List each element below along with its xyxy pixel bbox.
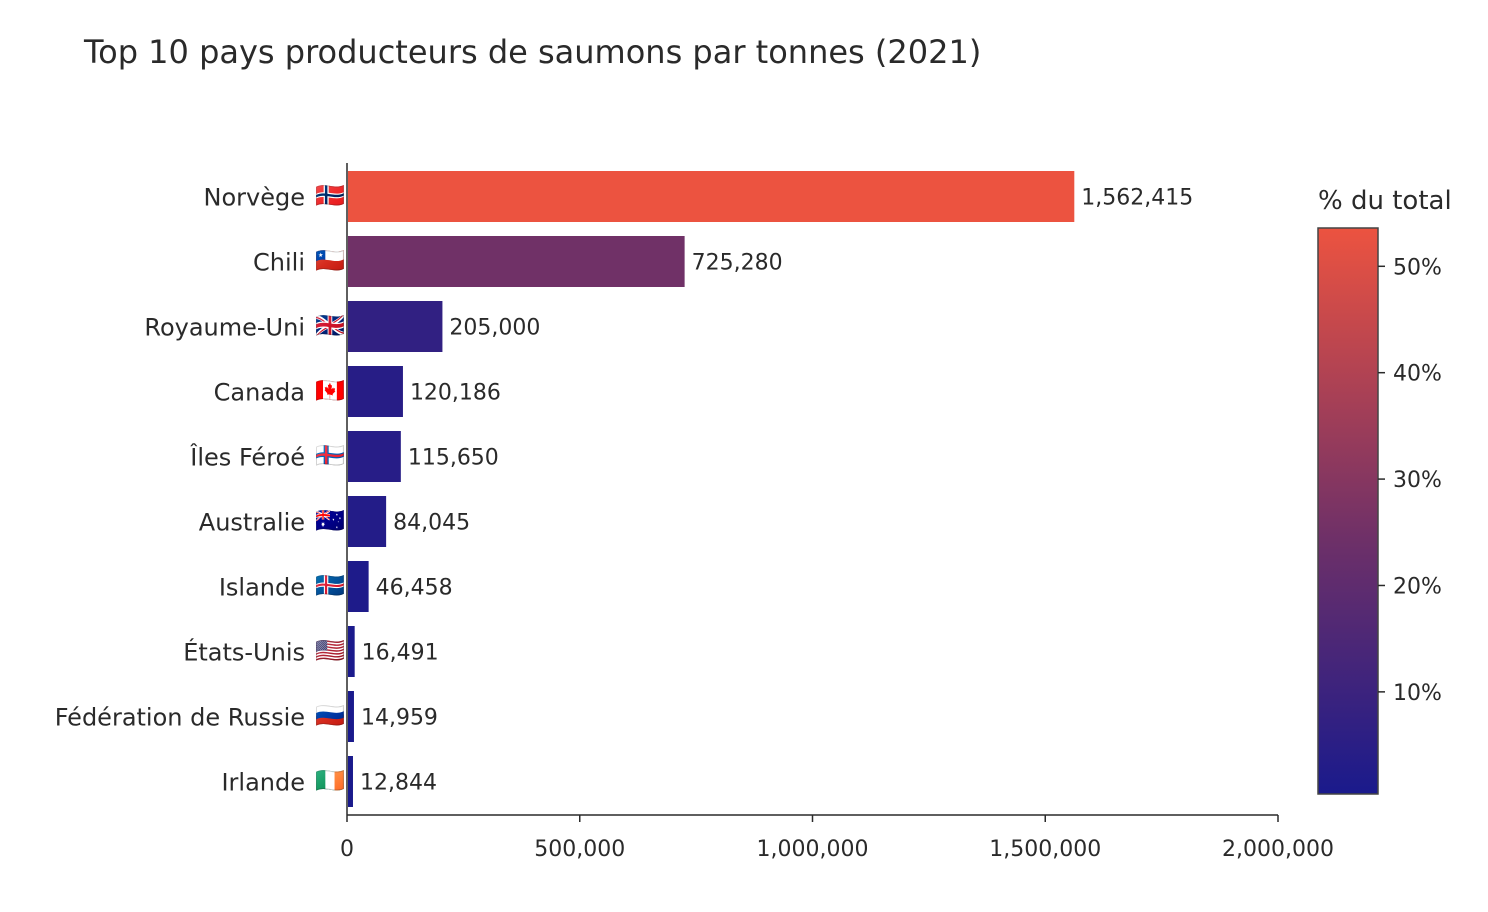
category-label: Islande (219, 574, 305, 602)
flag-icon: 🇬🇧 (315, 312, 345, 340)
chart-title: Top 10 pays producteurs de saumons par t… (83, 33, 981, 71)
category-label: Canada (214, 379, 305, 407)
bar-4 (348, 431, 401, 482)
colorbar-tick-label: 40% (1393, 362, 1442, 387)
data-label: 205,000 (449, 316, 540, 341)
bar-5 (348, 496, 387, 547)
flag-icon: 🇳🇴 (315, 182, 345, 210)
data-label: 16,491 (362, 641, 439, 666)
x-tick-label: 500,000 (534, 837, 625, 862)
data-label: 12,844 (360, 771, 437, 796)
colorbar-tick-label: 50% (1393, 255, 1442, 280)
data-label: 14,959 (361, 706, 438, 731)
category-label: Irlande (221, 769, 305, 797)
colorbar-gradient (1317, 227, 1379, 795)
category-label: Chili (253, 249, 305, 277)
data-label: 84,045 (393, 511, 470, 536)
category-labels: Norvège 🇳🇴 Chili 🇨🇱 Royaume-Uni 🇬🇧 Canada 🇨🇦 Île… (55, 182, 345, 797)
flag-icon: 🇨🇱 (315, 247, 345, 275)
data-label: 120,186 (410, 381, 501, 406)
x-tick-label: 0 (340, 837, 354, 862)
bar-9 (348, 756, 353, 807)
plot-area: Norvège 🇳🇴 Chili 🇨🇱 Royaume-Uni 🇬🇧 Canada 🇨🇦 Île… (55, 163, 1334, 862)
colorbar-title: % du total (1318, 186, 1452, 216)
category-label: Norvège (204, 184, 305, 212)
category-label: États-Unis (183, 638, 305, 667)
flag-icon: 🇦🇺 (315, 507, 345, 535)
data-label: 115,650 (408, 446, 499, 471)
x-axis-ticks: 0 500,000 1,000,000 1,500,000 2,000,000 (340, 815, 1334, 862)
data-label: 725,280 (692, 251, 783, 276)
colorbar-tick-label: 20% (1393, 574, 1442, 599)
colorbar-tick-label: 10% (1393, 681, 1442, 706)
data-label: 1,562,415 (1081, 186, 1193, 211)
flag-icon: 🇮🇪 (315, 767, 345, 795)
x-tick-label: 1,000,000 (757, 837, 869, 862)
category-label: Îles Féroé (189, 443, 305, 472)
bar-6 (348, 561, 369, 612)
bar-3 (348, 366, 403, 417)
data-labels: 1,562,415 725,280 205,000 120,186 115,650 84,… (360, 186, 1193, 796)
bar-0 (348, 171, 1075, 222)
colorbar: % du total 10% 20% 30% 40% 50% (1317, 186, 1452, 795)
bar-7 (348, 626, 355, 677)
flag-icon: 🇮🇸 (315, 572, 345, 600)
flag-icon: 🇨🇦 (315, 377, 345, 405)
category-label: Fédération de Russie (55, 704, 305, 732)
category-label: Australie (199, 509, 305, 537)
colorbar-tick-label: 30% (1393, 468, 1442, 493)
flag-icon: 🇷🇺 (315, 702, 345, 730)
category-label: Royaume-Uni (144, 314, 305, 342)
bars-group (348, 171, 1075, 807)
x-tick-label: 2,000,000 (1222, 837, 1334, 862)
data-label: 46,458 (376, 576, 453, 601)
flag-icon: 🇫🇴 (315, 442, 345, 470)
colorbar-ticks: 10% 20% 30% 40% 50% (1378, 255, 1442, 706)
flag-icon: 🇺🇸 (315, 637, 345, 665)
x-tick-label: 1,500,000 (989, 837, 1101, 862)
bar-1 (348, 236, 685, 287)
bar-2 (348, 301, 443, 352)
bar-8 (348, 691, 354, 742)
